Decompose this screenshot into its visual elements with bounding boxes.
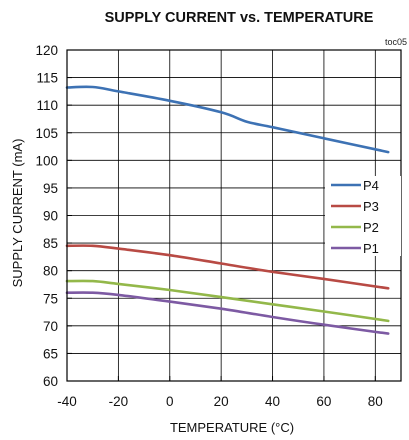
series-group xyxy=(65,85,390,335)
x-tick-label: 80 xyxy=(368,394,383,409)
x-tick-label: -40 xyxy=(57,394,77,409)
y-tick-label: 120 xyxy=(35,43,58,58)
x-tick-label: 20 xyxy=(214,394,229,409)
y-tick-label: 95 xyxy=(43,181,58,196)
legend-background xyxy=(325,176,401,256)
y-tick-label: 90 xyxy=(43,209,58,224)
legend-label-p1: P1 xyxy=(363,241,379,256)
y-tick-label: 80 xyxy=(43,264,58,279)
legend-label-p4: P4 xyxy=(363,178,379,193)
x-tick-label: 40 xyxy=(265,394,280,409)
tick-labels: -40 -20 0 20 40 60 80 60 65 70 75 80 85 90 95 100 105 110… xyxy=(35,43,382,409)
y-tick-label: 85 xyxy=(43,236,58,251)
series-line-p1 xyxy=(65,291,390,335)
y-tick-label: 60 xyxy=(43,374,58,389)
x-axis-label: TEMPERATURE (°C) xyxy=(170,420,294,435)
x-tick-label: -20 xyxy=(109,394,129,409)
series-line-p3 xyxy=(65,244,390,290)
y-tick-label: 105 xyxy=(35,126,58,141)
legend-label-p2: P2 xyxy=(363,220,379,235)
series-line-p4 xyxy=(65,85,390,154)
x-tick-label: 0 xyxy=(166,394,174,409)
series-line-p2 xyxy=(65,279,390,323)
y-tick-label: 75 xyxy=(43,291,58,306)
legend-label-p3: P3 xyxy=(363,199,379,214)
y-tick-label: 70 xyxy=(43,319,58,334)
y-tick-label: 115 xyxy=(36,71,58,86)
x-tick-label: 60 xyxy=(316,394,331,409)
chart-annotation: toc05 xyxy=(385,37,407,47)
y-tick-label: 65 xyxy=(43,346,58,361)
legend: P4 P3 P2 P1 xyxy=(331,178,379,256)
y-tick-label: 100 xyxy=(35,153,58,168)
y-tick-label: 110 xyxy=(36,98,58,113)
y-axis-label: SUPPLY CURRENT (mA) xyxy=(10,139,25,288)
chart-title: SUPPLY CURRENT vs. TEMPERATURE xyxy=(105,10,374,26)
